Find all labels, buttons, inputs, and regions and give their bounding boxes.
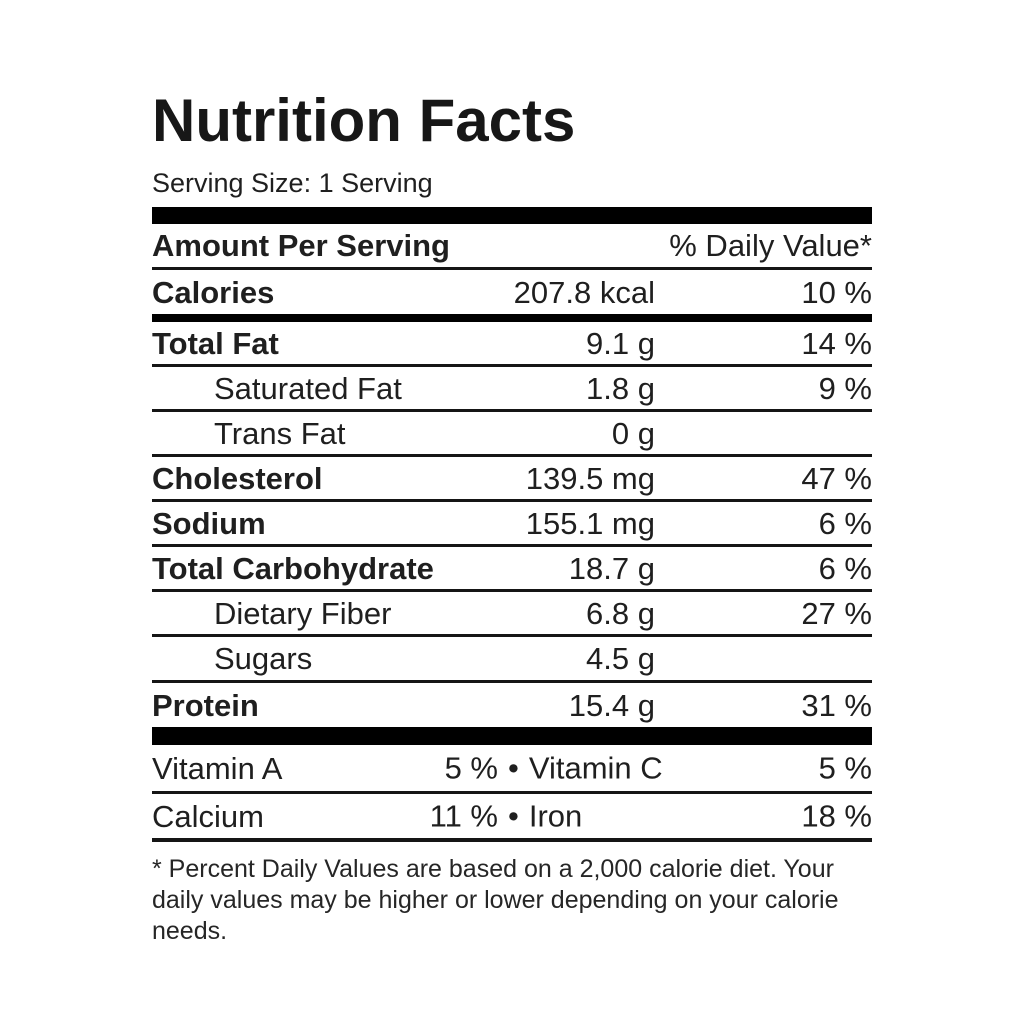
row-divider xyxy=(152,791,872,794)
row-divider xyxy=(152,680,872,683)
nutrient-label: Total Carbohydrate xyxy=(152,550,434,586)
nutrient-label: Total Fat xyxy=(152,325,279,361)
serving-size-text: Serving Size: 1 Serving xyxy=(152,168,433,198)
row-vitamin-a-c: Vitamin A 5 % • Vitamin C 5 % xyxy=(152,745,872,791)
footnote-line: needs. xyxy=(152,917,228,945)
amount-per-serving-label: Amount Per Serving xyxy=(152,228,450,263)
nutrient-label: Sodium xyxy=(152,505,266,541)
separator-bar-calories xyxy=(152,314,872,322)
micro-label-1: Calcium xyxy=(152,798,264,834)
nutrition-label: Nutrition Facts Serving Size: 1 Serving … xyxy=(152,90,872,947)
nutrient-dv: 31 % xyxy=(801,687,872,723)
row-saturated-fat: Saturated Fat 1.8 g 9 % xyxy=(152,367,872,409)
separator-bar-protein xyxy=(152,727,872,745)
nutrient-amount: 6.8 g xyxy=(586,595,655,631)
row-calories: Calories 207.8 kcal 10 % xyxy=(152,270,872,314)
row-cholesterol: Cholesterol 139.5 mg 47 % xyxy=(152,457,872,499)
micro-label-2-group: • Iron xyxy=(508,801,582,832)
bullet-separator: • xyxy=(508,798,519,834)
row-trans-fat: Trans Fat 0 g xyxy=(152,412,872,454)
row-divider xyxy=(152,499,872,502)
row-total-fat: Total Fat 9.1 g 14 % xyxy=(152,322,872,364)
header-row: Amount Per Serving % Daily Value* xyxy=(152,224,872,267)
micro-value-2: 18 % xyxy=(801,798,872,834)
micro-label-2-group: • Vitamin C xyxy=(508,753,663,784)
row-divider xyxy=(152,409,872,412)
nutrient-dv: 27 % xyxy=(801,595,872,631)
nutrient-dv: 14 % xyxy=(801,325,872,361)
separator-bar-top xyxy=(152,207,872,224)
micro-label-2: Vitamin C xyxy=(528,750,663,786)
row-calcium-iron: Calcium 11 % • Iron 18 % xyxy=(152,794,872,838)
nutrient-amount: 18.7 g xyxy=(568,550,655,586)
row-divider xyxy=(152,364,872,367)
micro-label-2: Iron xyxy=(528,798,583,834)
nutrient-label: Calories xyxy=(152,274,275,310)
nutrient-amount: 139.5 mg xyxy=(525,460,655,496)
row-dietary-fiber: Dietary Fiber 6.8 g 27 % xyxy=(152,592,872,634)
nutrient-label: Sugars xyxy=(214,641,313,676)
row-protein: Protein 15.4 g 31 % xyxy=(152,683,872,727)
micro-value-1: 11 % xyxy=(429,798,498,834)
nutrient-label: Dietary Fiber xyxy=(214,595,392,631)
page-title: Nutrition Facts xyxy=(152,87,576,154)
nutrient-dv: 47 % xyxy=(801,460,872,496)
row-divider xyxy=(152,544,872,547)
micro-label-1: Vitamin A xyxy=(152,750,283,786)
nutrient-dv: 6 % xyxy=(818,505,872,541)
bottom-divider xyxy=(152,838,872,842)
nutrient-label: Protein xyxy=(152,687,259,723)
nutrient-label: Trans Fat xyxy=(214,415,346,451)
nutrient-label: Cholesterol xyxy=(152,460,323,496)
nutrient-amount: 207.8 kcal xyxy=(513,274,655,310)
row-divider xyxy=(152,454,872,457)
row-divider xyxy=(152,634,872,637)
row-sodium: Sodium 155.1 mg 6 % xyxy=(152,502,872,544)
nutrient-amount: 9.1 g xyxy=(586,325,655,361)
row-divider xyxy=(152,267,872,270)
row-sugars: Sugars 4.5 g xyxy=(152,637,872,680)
daily-value-footnote: * Percent Daily Values are based on a 2,… xyxy=(152,854,872,947)
nutrient-amount: 4.5 g xyxy=(586,641,655,676)
micro-value-1: 5 % xyxy=(444,750,498,786)
nutrient-amount: 15.4 g xyxy=(568,687,655,723)
footnote-line: daily values may be higher or lower depe… xyxy=(152,886,839,914)
nutrient-amount: 1.8 g xyxy=(586,370,655,406)
nutrient-amount: 155.1 mg xyxy=(525,505,655,541)
nutrient-label: Saturated Fat xyxy=(214,370,402,406)
row-total-carbohydrate: Total Carbohydrate 18.7 g 6 % xyxy=(152,547,872,589)
nutrient-dv: 9 % xyxy=(818,370,872,406)
micro-value-2: 5 % xyxy=(818,750,872,786)
nutrition-table: Amount Per Serving % Daily Value* Calori… xyxy=(152,207,872,842)
daily-value-label: % Daily Value* xyxy=(669,228,872,263)
nutrient-amount: 0 g xyxy=(611,415,655,451)
bullet-separator: • xyxy=(508,750,519,786)
nutrient-dv: 6 % xyxy=(818,550,872,586)
footnote-line: * Percent Daily Values are based on a 2,… xyxy=(152,855,834,883)
nutrient-dv: 10 % xyxy=(801,274,872,310)
row-divider xyxy=(152,589,872,592)
